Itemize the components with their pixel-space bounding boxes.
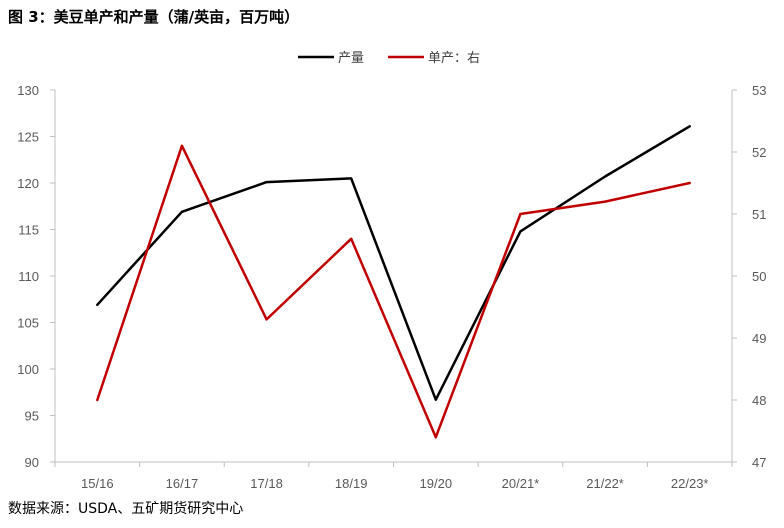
left-tick-label: 110: [18, 269, 39, 284]
x-tick-label: 15/16: [81, 476, 114, 491]
right-tick-label: 53: [752, 83, 766, 98]
axes: 90 95 100 105 110 115 120 125 130 47 48 49 50 51 52 53 1…: [17, 83, 766, 491]
right-tick-label: 51: [752, 207, 766, 222]
x-tick-label: 22/23*: [671, 476, 709, 491]
left-tick-label: 105: [17, 316, 39, 331]
series-line-yield: [96, 144, 691, 439]
left-tick-label: 100: [17, 362, 39, 377]
right-tick-label: 49: [752, 331, 766, 346]
right-tick-label: 47: [752, 455, 766, 470]
x-tick-label: 16/17: [166, 476, 199, 491]
left-tick-label: 95: [25, 409, 39, 424]
series-line-production: [96, 125, 691, 401]
left-tick-label: 130: [17, 83, 39, 98]
legend: 产量 单产：右: [298, 51, 480, 66]
left-tick-label: 125: [17, 130, 39, 145]
legend-label: 单产：右: [428, 51, 480, 66]
x-tick-label: 21/22*: [586, 476, 624, 491]
x-tick-label: 17/18: [250, 476, 283, 491]
right-tick-label: 48: [752, 393, 766, 408]
left-tick-label: 90: [25, 455, 39, 470]
x-tick-label: 19/20: [420, 476, 453, 491]
right-tick-label: 52: [752, 145, 766, 160]
left-tick-label: 115: [18, 223, 39, 238]
right-tick-label: 50: [752, 269, 766, 284]
series-lines: [96, 125, 691, 439]
legend-label: 产量: [338, 51, 364, 66]
left-tick-label: 120: [17, 176, 39, 191]
x-tick-label: 20/21*: [502, 476, 540, 491]
data-source-note: 数据来源：USDA、五矿期货研究中心: [8, 501, 244, 517]
x-tick-label: 18/19: [335, 476, 368, 491]
chart-title: 图 3：美豆单产和产量（蒲/英亩，百万吨）: [8, 8, 300, 26]
